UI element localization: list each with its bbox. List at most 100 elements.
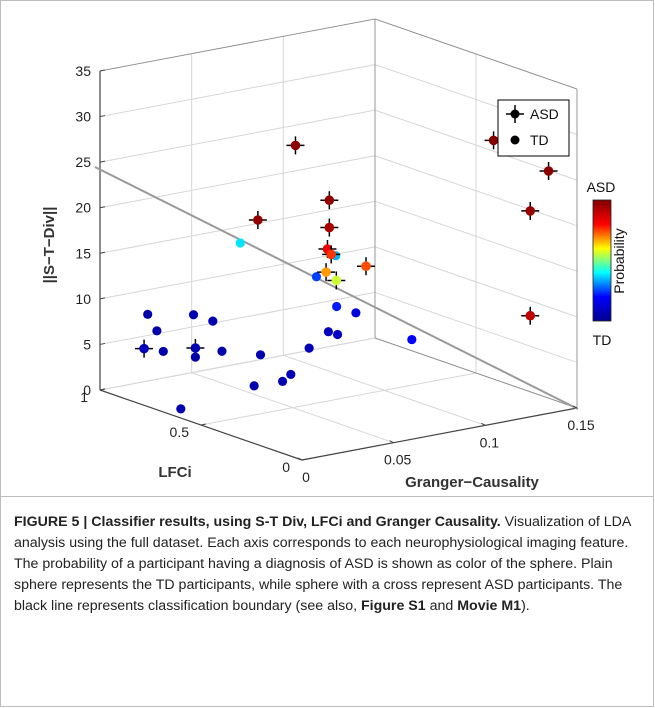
caption-ref-figure-s1[interactable]: Figure S1 <box>360 598 426 614</box>
grid-side-z <box>374 291 578 363</box>
y-axis-title: LFCi <box>158 464 191 481</box>
y-tick-mark <box>200 423 207 426</box>
asd-point <box>322 245 341 264</box>
asd-point-sphere <box>321 267 331 277</box>
x-tick-label: 0.1 <box>480 434 500 450</box>
grid-side-z <box>374 246 578 318</box>
asd-point <box>286 136 305 155</box>
grid-back-z <box>99 109 376 163</box>
y-tick-mark <box>99 388 106 391</box>
td-point <box>249 381 259 391</box>
x-axis-title: Granger−Causality <box>405 474 539 491</box>
box-edge <box>374 337 578 409</box>
asd-point <box>317 263 336 282</box>
legend-td-label: TD <box>530 132 549 148</box>
td-point <box>332 329 343 340</box>
td-point <box>176 404 186 414</box>
z-tick-label: 0 <box>83 382 91 398</box>
z-tick-mark <box>99 342 106 345</box>
td-point <box>235 238 245 248</box>
legend: ASD TD <box>497 99 570 157</box>
td-point <box>190 352 200 362</box>
asd-point-sphere <box>253 215 263 225</box>
asd-point <box>320 191 339 210</box>
y-tick-label: 1 <box>80 389 88 405</box>
x-tick-label: 0 <box>302 469 310 485</box>
td-point <box>277 376 288 386</box>
asd-point-sphere <box>190 343 201 353</box>
grid-side-z <box>374 200 578 272</box>
z-tick-mark <box>99 251 106 254</box>
x-axis-line <box>301 407 578 461</box>
y-tick-label: 0.5 <box>170 424 190 440</box>
figure-caption: FIGURE 5 | Classifier results, using S-T… <box>14 512 642 617</box>
asd-point <box>320 218 339 237</box>
asd-point-sphere <box>324 222 335 233</box>
box-edge <box>374 18 578 90</box>
asd-point-sphere <box>543 166 554 176</box>
z-tick-label: 35 <box>75 63 91 79</box>
td-point <box>304 343 314 353</box>
asd-point <box>521 306 540 325</box>
asd-point-sphere <box>331 275 342 286</box>
asd-point <box>539 161 558 180</box>
grid-side-z <box>374 109 578 181</box>
grid-back-z <box>99 200 376 254</box>
asd-point-sphere <box>139 343 149 354</box>
td-point <box>217 346 227 356</box>
td-point <box>143 309 153 319</box>
asd-point-sphere <box>488 135 499 146</box>
grid <box>99 18 578 461</box>
caption-title: FIGURE 5 | Classifier results, using S-T… <box>14 514 501 530</box>
asd-point <box>521 201 540 220</box>
asd-point <box>327 271 346 290</box>
td-point <box>286 369 296 380</box>
x-tick-mark <box>481 422 486 426</box>
grid-back-z <box>99 337 376 391</box>
asd-point <box>357 257 375 276</box>
caption-body-3: ). <box>521 598 530 614</box>
data-points <box>135 131 558 414</box>
z-axis-title: ||S−T−Div|| <box>41 207 58 284</box>
asd-point-sphere <box>324 195 335 206</box>
x-tick-label: 0.05 <box>384 452 411 468</box>
td-point <box>152 326 162 336</box>
colorbar-top-label: ASD <box>587 179 616 195</box>
box-edge <box>99 18 376 72</box>
grid-side-z <box>374 155 578 227</box>
legend-asd-marker <box>506 105 524 123</box>
caption-body-2: and <box>425 598 458 614</box>
td-point <box>208 316 218 326</box>
caption-ref-movie-m1[interactable]: Movie M1 <box>457 598 522 614</box>
td-point <box>351 308 361 318</box>
td-point <box>311 272 322 282</box>
asd-point-sphere <box>326 249 337 260</box>
asd-point-sphere <box>290 140 301 151</box>
caption-divider <box>0 496 654 497</box>
z-tick-mark <box>99 206 106 209</box>
asd-point <box>135 339 154 358</box>
z-tick-label: 25 <box>75 154 91 170</box>
x-tick-mark <box>572 405 578 409</box>
axes <box>99 18 578 461</box>
x-tick-mark <box>297 457 303 461</box>
colorbar-title: Probability <box>611 228 627 293</box>
z-tick-mark <box>99 160 106 163</box>
grid-back-z <box>99 155 376 209</box>
z-tick-label: 10 <box>75 291 91 307</box>
asd-point-sphere <box>525 310 536 321</box>
td-point <box>407 334 417 345</box>
z-tick-label: 5 <box>83 336 91 352</box>
z-tick-mark <box>99 115 106 118</box>
legend-asd-label: ASD <box>530 106 559 122</box>
caption-body: Visualization of LDA analysis using the … <box>14 514 631 614</box>
td-point <box>188 310 199 320</box>
x-tick-mark <box>389 440 394 444</box>
colorbar: ASD Probability TD <box>587 179 627 348</box>
legend-box <box>497 99 570 157</box>
asd-point-sphere <box>361 261 371 272</box>
colorbar-bottom-label: TD <box>593 332 612 348</box>
